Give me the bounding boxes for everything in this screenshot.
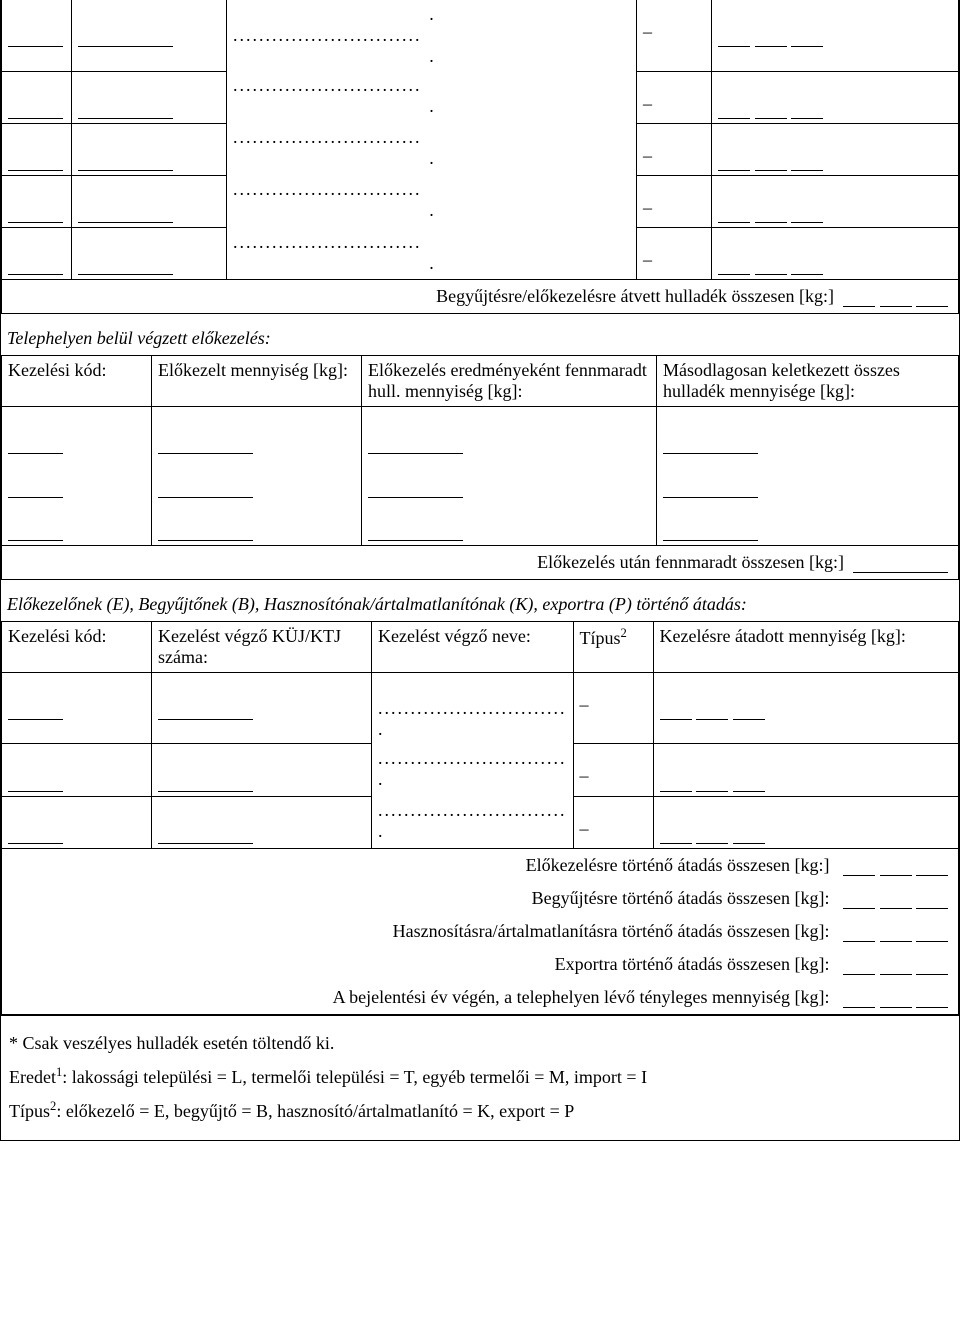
s3-h1: Kezelési kód: — [2, 621, 152, 672]
s1-c5 — [712, 175, 959, 227]
s3-c4: _ — [573, 744, 653, 796]
s2-h2: Előkezelt mennyiség [kg]: — [152, 356, 362, 407]
s1-c2 — [72, 228, 227, 280]
s1-c3: ............................. . — [227, 175, 637, 227]
s1-c5 — [712, 0, 959, 71]
s3-sum2: Begyűjtésre történő átadás összesen [kg]… — [2, 882, 959, 915]
s3-sum2-label: Begyűjtésre történő átadás összesen [kg]… — [532, 888, 830, 908]
section2-table: Kezelési kód: Előkezelt mennyiség [kg]: … — [1, 355, 959, 580]
s2-c4 — [657, 407, 959, 546]
s3-h4: Típus2 — [573, 621, 653, 672]
section3-heading: Előkezelőnek (E), Begyűjtőnek (B), Haszn… — [1, 580, 959, 621]
section2-heading: Telephelyen belül végzett előkezelés: — [1, 314, 959, 355]
s3-sum3-label: Hasznosításra/ártalmatlanításra történő … — [393, 921, 830, 941]
s1-c2 — [72, 123, 227, 175]
s2-c3 — [362, 407, 657, 546]
s2-c1 — [2, 407, 152, 546]
s3-h4-sup: 2 — [621, 626, 627, 640]
s3-c3: ............................. . — [372, 672, 574, 744]
s3-c3: ............................. . — [372, 796, 574, 848]
s3-h3: Kezelést végző neve: — [372, 621, 574, 672]
footnote-3: Típus2: előkezelő = E, begyűjtő = B, has… — [9, 1094, 951, 1128]
footnote-2: Eredet1: lakossági települési = L, terme… — [9, 1060, 951, 1094]
s1-c4: _ — [637, 123, 712, 175]
s1-c3: ............................. . — [227, 71, 637, 123]
s3-c1 — [2, 744, 152, 796]
footnote-3-post: : előkezelő = E, begyűjtő = B, hasznosít… — [56, 1101, 574, 1121]
s1-c1 — [2, 228, 72, 280]
footnote-2-pre: Eredet — [9, 1067, 56, 1087]
s1-c5 — [712, 228, 959, 280]
s3-h4-pre: Típus — [580, 628, 621, 648]
section1-sum-label: Begyűjtésre/előkezelésre átvett hulladék… — [436, 286, 834, 306]
s3-c1 — [2, 672, 152, 744]
s3-c3: ............................. . — [372, 744, 574, 796]
s3-sum1: Előkezelésre történő átadás összesen [kg… — [2, 848, 959, 882]
s3-sum4-label: Exportra történő átadás összesen [kg]: — [555, 954, 830, 974]
s1-c4: _ — [637, 175, 712, 227]
s1-c2 — [72, 0, 227, 71]
footnote-3-pre: Típus — [9, 1101, 50, 1121]
s3-c2 — [152, 744, 372, 796]
s2-h3: Előkezelés eredményeként fennmaradt hull… — [362, 356, 657, 407]
s1-c4: _ — [637, 0, 712, 71]
s3-c1 — [2, 796, 152, 848]
footnote-2-post: : lakossági települési = L, termelői tel… — [62, 1067, 647, 1087]
s3-c5 — [653, 672, 959, 744]
s3-sum1-label: Előkezelésre történő átadás összesen [kg… — [526, 855, 830, 875]
s3-c4: _ — [573, 672, 653, 744]
s1-c1 — [2, 71, 72, 123]
section3-table: Kezelési kód: Kezelést végző KÜJ/KTJ szá… — [1, 621, 959, 1015]
footnote-1: * Csak veszélyes hulladék esetén töltend… — [9, 1026, 951, 1060]
section1-table: . ............................. . _ ....… — [1, 0, 959, 314]
s3-sum3: Hasznosításra/ártalmatlanításra történő … — [2, 915, 959, 948]
s3-sum5-label: A bejelentési év végén, a telephelyen lé… — [333, 987, 830, 1007]
s3-c5 — [653, 796, 959, 848]
s2-h1: Kezelési kód: — [2, 356, 152, 407]
s1-c3: ............................. . — [227, 228, 637, 280]
s1-c4: _ — [637, 228, 712, 280]
s3-c2 — [152, 796, 372, 848]
s3-c2 — [152, 672, 372, 744]
s3-h2: Kezelést végző KÜJ/KTJ száma: — [152, 621, 372, 672]
s2-h4: Másodlagosan keletkezett összes hulladék… — [657, 356, 959, 407]
footnotes: * Csak veszélyes hulladék esetén töltend… — [1, 1015, 959, 1141]
s3-c4: _ — [573, 796, 653, 848]
s1-c1 — [2, 123, 72, 175]
s3-c5 — [653, 744, 959, 796]
s3-sum4: Exportra történő átadás összesen [kg]: — [2, 948, 959, 981]
s1-c4: _ — [637, 71, 712, 123]
s1-c3: . ............................. . — [227, 0, 637, 71]
s1-c5 — [712, 123, 959, 175]
s1-c5 — [712, 71, 959, 123]
s2-c2 — [152, 407, 362, 546]
s1-c1 — [2, 0, 72, 71]
section2-sum-label: Előkezelés után fennmaradt összesen [kg:… — [537, 552, 844, 572]
s3-sum5: A bejelentési év végén, a telephelyen lé… — [2, 981, 959, 1015]
section2-sum: Előkezelés után fennmaradt összesen [kg:… — [2, 545, 959, 579]
s1-c1 — [2, 175, 72, 227]
s3-h5: Kezelésre átadott mennyiség [kg]: — [653, 621, 959, 672]
section1-sum: Begyűjtésre/előkezelésre átvett hulladék… — [2, 280, 959, 314]
s1-c3: ............................. . — [227, 123, 637, 175]
s1-c2 — [72, 175, 227, 227]
s1-c2 — [72, 71, 227, 123]
form-container: . ............................. . _ ....… — [0, 0, 960, 1141]
